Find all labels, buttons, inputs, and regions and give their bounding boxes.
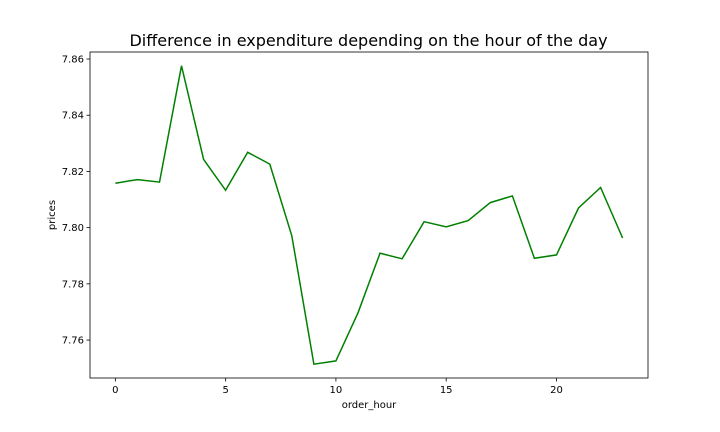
series-line: [115, 65, 624, 366]
x-axis-label: order_hour: [342, 400, 397, 411]
y-tick-label: 7.82: [62, 167, 84, 178]
x-tick-label: 5: [222, 385, 228, 396]
plot-area: [89, 51, 649, 379]
x-tick-label: 10: [330, 385, 343, 396]
y-tick-label: 7.78: [62, 279, 84, 290]
x-tick-label: 0: [112, 385, 118, 396]
y-tick-label: 7.80: [62, 223, 84, 234]
x-tick-label: 20: [550, 385, 563, 396]
x-tick-label: 15: [440, 385, 453, 396]
y-axis: 7.76 7.78 7.80 7.82 7.84 7.86: [62, 55, 90, 347]
chart-title: Difference in expenditure depending on t…: [129, 31, 607, 50]
y-axis-label: prices: [47, 200, 58, 230]
y-tick-label: 7.84: [62, 111, 84, 122]
y-tick-label: 7.76: [62, 336, 84, 347]
y-tick-label: 7.86: [62, 55, 84, 66]
x-axis: 0 5 10 15 20: [112, 378, 563, 396]
